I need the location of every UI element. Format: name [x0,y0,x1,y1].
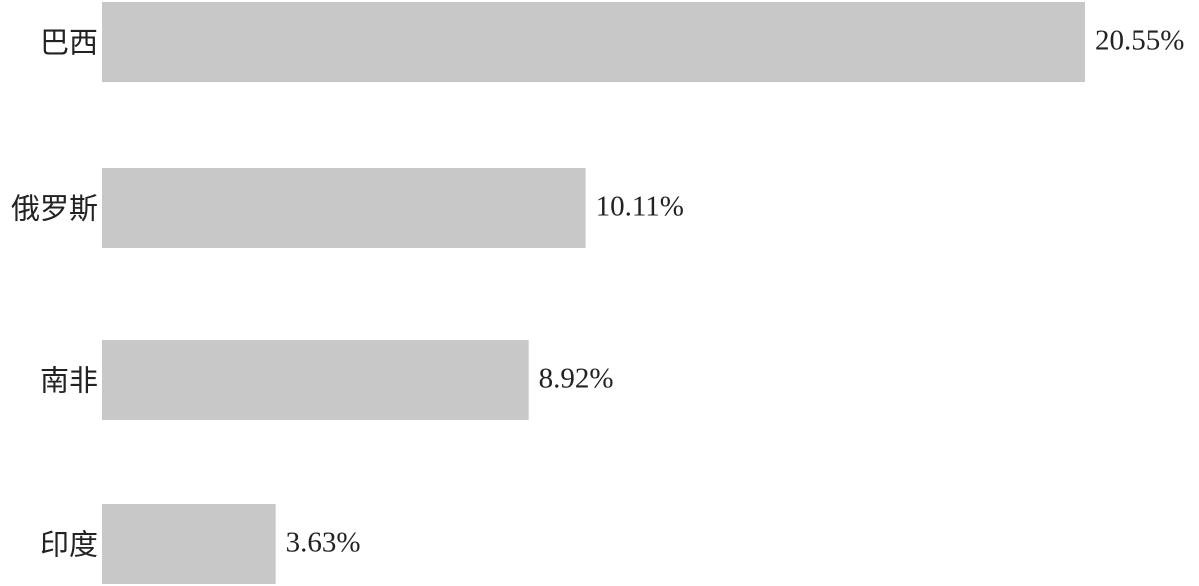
value-label: 3.63% [286,527,361,559]
bar [102,340,529,420]
value-label: 8.92% [539,363,614,395]
value-label: 20.55% [1095,25,1184,57]
category-label: 巴西 [40,28,98,60]
bar [102,2,1085,82]
category-label: 南非 [40,365,98,398]
category-label: 俄罗斯 [11,193,98,226]
category-label: 印度 [40,529,98,562]
value-label: 10.11% [596,191,684,223]
bar [102,168,586,248]
bar [102,504,276,584]
